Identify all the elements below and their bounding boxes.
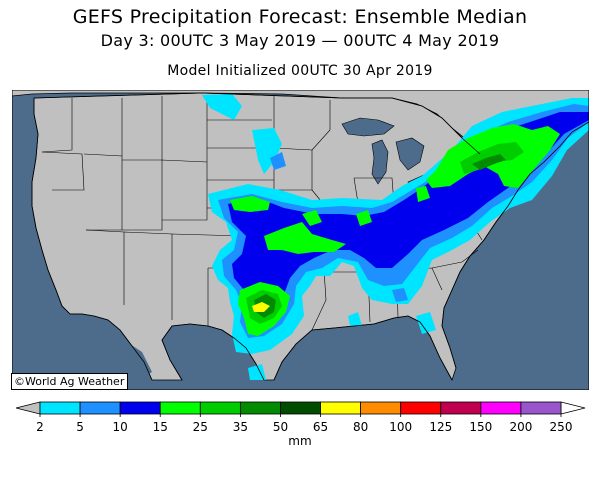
legend-tick-label: 65 bbox=[313, 420, 328, 434]
legend-units: mm bbox=[288, 434, 312, 448]
legend-tick-label: 150 bbox=[469, 420, 492, 434]
legend-swatch bbox=[400, 401, 442, 415]
legend-tick-label: 100 bbox=[389, 420, 412, 434]
legend-swatch bbox=[520, 401, 562, 415]
legend-swatch bbox=[239, 401, 281, 415]
legend-tick-label: 25 bbox=[193, 420, 208, 434]
legend-tick-label: 10 bbox=[113, 420, 128, 434]
precip-shading bbox=[202, 94, 589, 380]
model-init-line: Model Initialized 00UTC 30 Apr 2019 bbox=[167, 63, 433, 79]
legend-under-arrow bbox=[15, 401, 41, 415]
legend-tick-label: 50 bbox=[273, 420, 288, 434]
legend-swatch bbox=[320, 401, 362, 415]
precipitation-map bbox=[12, 90, 589, 390]
color-legend: 2 5 10 15 25 35 50 65 80 100 125 150 200 250 bbox=[15, 401, 586, 434]
legend-over-arrow bbox=[560, 401, 586, 415]
legend-swatch bbox=[360, 401, 402, 415]
legend-tick-label: 5 bbox=[76, 420, 84, 434]
legend-tick-label: 15 bbox=[153, 420, 168, 434]
legend-swatch bbox=[39, 401, 81, 415]
legend-tick-label: 2 bbox=[36, 420, 44, 434]
coastline bbox=[31, 98, 589, 381]
credit-label: ©World Ag Weather bbox=[11, 373, 129, 390]
map-subtitle: Day 3: 00UTC 3 May 2019 — 00UTC 4 May 20… bbox=[100, 31, 500, 50]
legend-swatch bbox=[159, 401, 201, 415]
legend-swatch bbox=[79, 401, 121, 415]
legend-swatch bbox=[440, 401, 482, 415]
lake-superior bbox=[341, 117, 395, 137]
legend-swatch bbox=[199, 401, 241, 415]
map-title: GEFS Precipitation Forecast: Ensemble Me… bbox=[72, 6, 528, 28]
legend-tick-label: 125 bbox=[429, 420, 452, 434]
canada-us-border bbox=[33, 92, 481, 155]
gulf-of-california bbox=[120, 340, 152, 378]
legend-tick-label: 250 bbox=[550, 420, 573, 434]
legend-tick-label: 35 bbox=[233, 420, 248, 434]
legend-swatch bbox=[119, 401, 161, 415]
legend-swatch bbox=[280, 401, 321, 415]
legend-tick-label: 80 bbox=[353, 420, 368, 434]
lake-huron bbox=[395, 137, 425, 171]
legend-swatch bbox=[480, 401, 522, 415]
legend-tick-label: 200 bbox=[509, 420, 532, 434]
